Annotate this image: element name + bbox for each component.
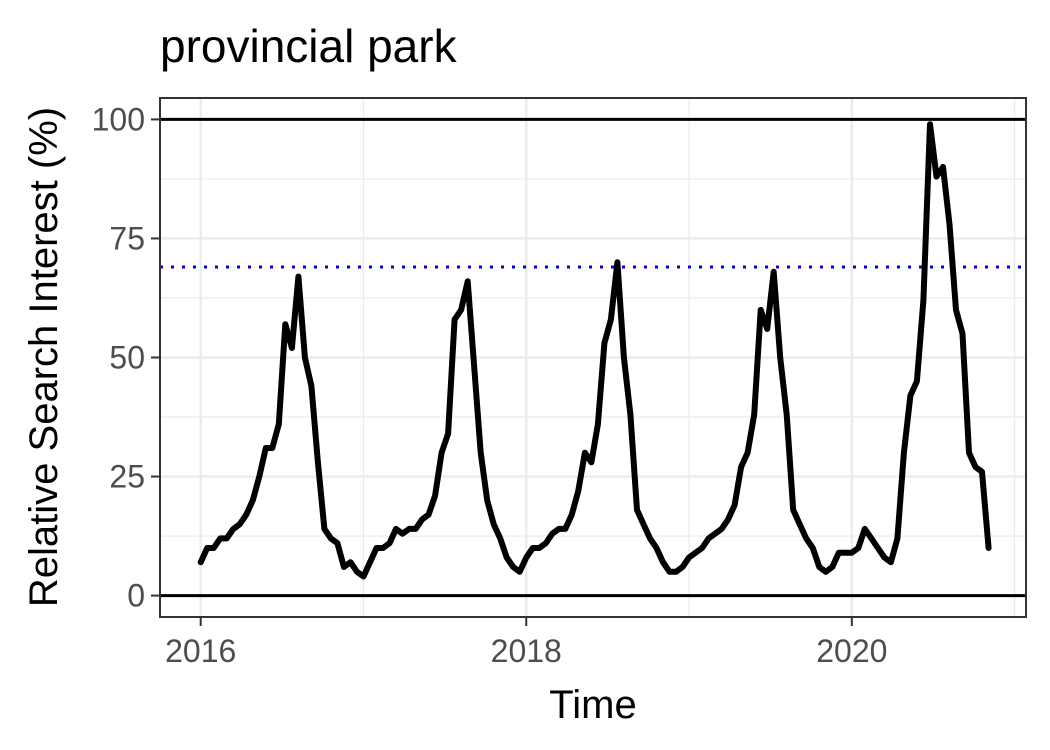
y-tick-label: 50 (109, 340, 145, 376)
x-axis-title: Time (549, 683, 636, 727)
y-tick-label: 25 (109, 459, 145, 495)
chart-title: provincial park (160, 20, 458, 72)
y-axis-title: Relative Search Interest (%) (22, 107, 66, 607)
series-lines (197, 121, 992, 580)
x-tick-label: 2018 (491, 633, 562, 669)
x-tick-label: 2020 (816, 633, 887, 669)
series-line-1 (197, 121, 992, 580)
x-axis: 2016 2018 2020 (165, 617, 887, 669)
y-tick-label: 0 (127, 578, 145, 614)
y-tick-label: 100 (92, 101, 145, 137)
reference-lines (160, 117, 1026, 598)
x-tick-label: 2016 (165, 633, 236, 669)
y-axis: 0 25 50 75 100 (92, 101, 160, 614)
y-tick-label: 75 (109, 220, 145, 256)
